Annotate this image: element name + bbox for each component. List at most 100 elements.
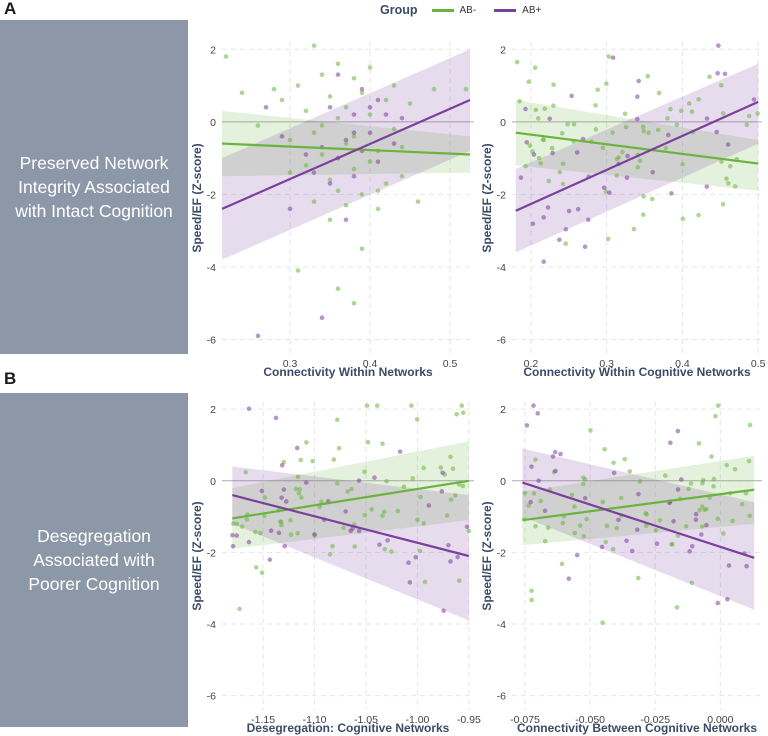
data-point-ab-neg [680,161,685,167]
x-tick-label: -0.95 [457,714,481,726]
data-point-ab-neg [605,236,611,242]
data-point-ab-pos [726,563,732,568]
x-tick-label: 0.5 [443,358,458,370]
data-point-ab-pos [704,522,709,528]
data-point-ab-neg [645,73,651,79]
data-point-ab-neg [262,513,267,519]
data-point-ab-neg [532,65,538,70]
data-point-ab-neg [699,504,705,509]
data-point-ab-pos [441,608,446,614]
x-tick-label: 0.4 [363,358,378,370]
data-point-ab-pos [312,532,317,537]
panel-letter-b: B [4,369,17,388]
data-point-ab-neg [535,116,541,121]
data-point-ab-pos [279,495,284,500]
data-point-ab-neg [641,194,646,199]
data-point-ab-neg [431,86,437,92]
data-point-ab-pos [311,170,317,175]
data-point-ab-neg [611,460,616,466]
y-tick-label: 2 [500,44,506,56]
data-point-ab-neg [744,122,750,128]
data-point-ab-pos [448,559,453,564]
data-point-ab-pos [348,528,353,534]
data-point-ab-pos [399,115,405,121]
data-point-ab-neg [669,541,675,547]
data-point-ab-pos [654,541,660,546]
data-point-ab-pos [439,489,445,494]
data-point-ab-neg [636,575,641,581]
data-point-ab-neg [678,108,684,114]
data-point-ab-neg [243,469,249,475]
data-point-ab-neg [711,476,717,482]
data-point-ab-neg [382,546,388,552]
data-point-ab-neg [343,141,349,146]
data-point-ab-neg [311,199,317,204]
data-point-ab-pos [714,129,720,135]
data-point-ab-neg [680,216,686,222]
data-point-ab-neg [380,513,385,519]
panel-a-description-box: Preserved Network Integrity Associated w… [0,20,188,354]
data-point-ab-neg [287,170,293,175]
data-point-ab-pos [624,538,629,544]
data-point-ab-pos [356,478,362,483]
data-point-ab-neg [572,530,578,536]
data-point-ab-neg [310,458,315,464]
data-point-ab-neg [295,83,301,88]
data-point-ab-pos [279,134,285,139]
data-point-ab-neg [549,145,555,151]
data-point-ab-pos [636,491,641,497]
data-point-ab-neg [593,127,599,132]
data-point-ab-neg [297,487,303,492]
y-tick-label: 0 [210,476,216,488]
data-point-ab-neg [732,466,738,472]
data-point-ab-pos [294,445,300,451]
data-point-ab-neg [699,524,705,529]
data-point-ab-neg [311,130,317,135]
data-point-ab-neg [600,620,605,626]
data-point-ab-neg [662,473,668,478]
data-point-ab-neg [571,121,577,127]
data-point-ab-pos [550,454,556,459]
data-point-ab-pos [575,206,581,212]
data-point-ab-neg [557,169,563,175]
data-point-ab-pos [523,106,528,112]
data-point-ab-neg [365,439,371,445]
data-point-ab-neg [581,534,587,539]
x-tick-label: -1.10 [303,714,327,726]
data-point-ab-neg [319,152,325,157]
panel-letter-a: A [4,0,17,18]
data-point-ab-pos [699,532,704,537]
data-point-ab-neg [559,561,565,567]
data-point-ab-neg [253,529,258,535]
data-point-ab-neg [538,498,543,504]
data-point-ab-neg [277,519,283,524]
data-point-ab-neg [755,111,760,116]
data-point-ab-pos [529,464,534,469]
data-point-ab-neg [620,149,625,155]
data-point-ab-neg [715,516,721,522]
data-point-ab-pos [715,70,720,76]
data-point-ab-neg [604,523,610,529]
data-point-ab-pos [607,190,612,196]
data-point-ab-neg [527,143,533,149]
data-point-ab-neg [367,159,373,165]
data-point-ab-pos [372,475,377,480]
data-point-ab-neg [295,474,301,480]
data-point-ab-neg [565,121,570,127]
data-point-ab-neg [655,127,661,133]
data-point-ab-neg [526,503,531,508]
data-point-ab-pos [273,415,279,421]
data-point-ab-neg [637,479,643,484]
data-point-ab-neg [701,477,706,483]
regression-line-ab-neg [522,488,755,522]
data-point-ab-pos [751,97,757,102]
legend-title: Group [380,3,418,17]
data-point-ab-neg [665,116,670,121]
data-point-ab-neg [600,145,606,151]
data-point-ab-pos [282,543,288,549]
data-point-ab-neg [407,101,413,106]
data-point-ab-neg [668,106,673,112]
confidence-band-ab-neg [515,100,759,191]
data-point-ab-neg [595,87,600,93]
x-tick-label: 0.3 [599,358,614,370]
